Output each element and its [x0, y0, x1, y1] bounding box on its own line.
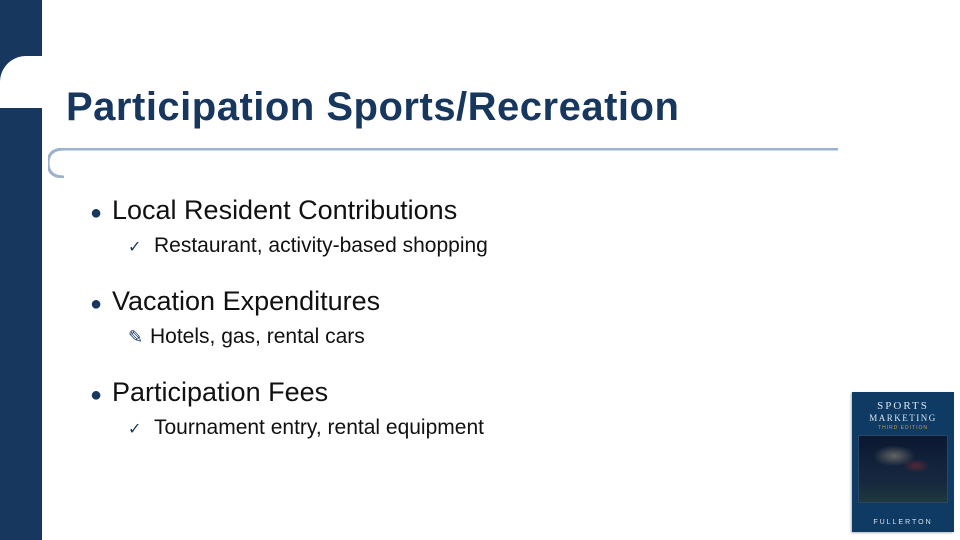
- sub-list-item-label: Hotels, gas, rental cars: [150, 325, 365, 349]
- bullet-icon: ●: [90, 294, 112, 314]
- sidebar-accent: [0, 0, 42, 540]
- list-item: ● Local Resident Contributions: [90, 195, 790, 226]
- book-cover: SPORTS MARKETING THIRD EDITION FULLERTON: [852, 392, 954, 532]
- book-author: FULLERTON: [873, 519, 932, 526]
- sub-list-item-label: Restaurant, activity-based shopping: [154, 234, 488, 258]
- list-item: ● Vacation Expenditures: [90, 286, 790, 317]
- list-item-label: Participation Fees: [112, 377, 328, 408]
- list-item-label: Vacation Expenditures: [112, 286, 380, 317]
- sub-list-item-label: Tournament entry, rental equipment: [154, 416, 484, 440]
- check-icon: ✓: [128, 240, 154, 256]
- book-cover-image: [858, 435, 948, 503]
- check-icon: ✓: [128, 422, 154, 438]
- slide: Participation Sports/Recreation ● Local …: [0, 0, 960, 540]
- bullet-icon: ●: [90, 385, 112, 405]
- title-underline: [48, 148, 838, 178]
- book-title-line2: MARKETING: [869, 413, 937, 423]
- bullet-icon: ●: [90, 203, 112, 223]
- sub-list-item: ✎ Hotels, gas, rental cars: [128, 325, 790, 349]
- book-title-line1: SPORTS: [877, 400, 929, 412]
- slide-title: Participation Sports/Recreation: [66, 85, 679, 130]
- sub-list-item: ✓ Restaurant, activity-based shopping: [128, 234, 790, 258]
- book-edition: THIRD EDITION: [878, 425, 928, 431]
- list-item: ● Participation Fees: [90, 377, 790, 408]
- sub-list-item: ✓ Tournament entry, rental equipment: [128, 416, 790, 440]
- list-item-label: Local Resident Contributions: [112, 195, 457, 226]
- write-hand-icon: ✎: [128, 328, 150, 346]
- content-area: ● Local Resident Contributions ✓ Restaur…: [90, 195, 790, 468]
